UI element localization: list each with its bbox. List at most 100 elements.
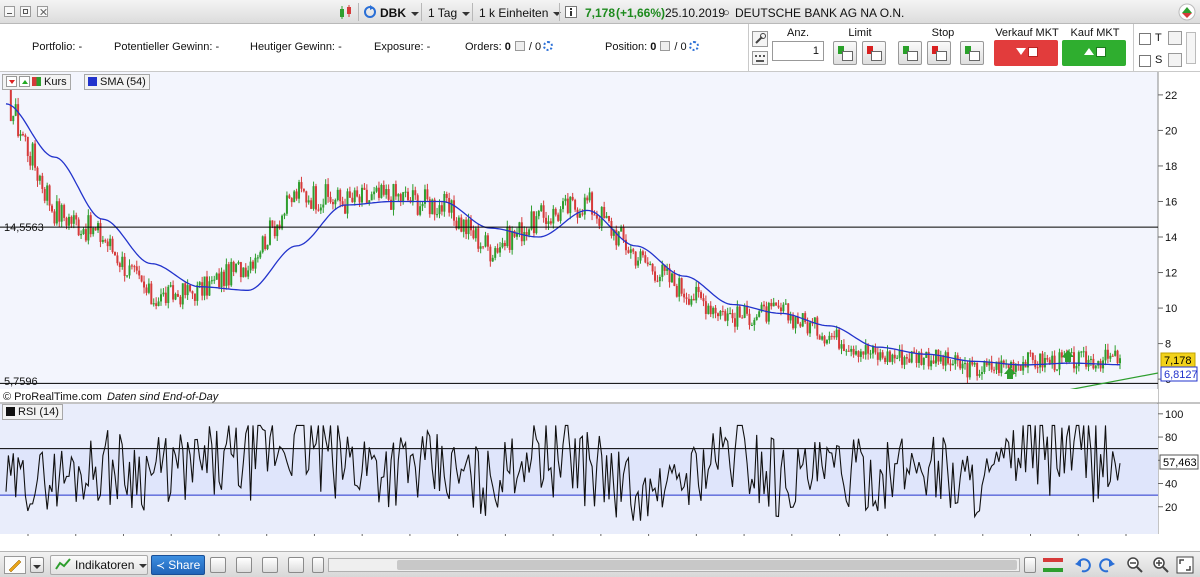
timeframe-selector[interactable]: 1 Tag bbox=[428, 6, 471, 20]
option-s-toggle-icon[interactable] bbox=[1168, 53, 1182, 67]
candle-body bbox=[99, 223, 102, 242]
refresh-icon[interactable] bbox=[363, 5, 377, 19]
fullscreen-icon[interactable] bbox=[1176, 556, 1194, 574]
candle-body bbox=[230, 261, 233, 286]
candle-body bbox=[823, 336, 826, 344]
candle-body bbox=[397, 194, 400, 197]
candle-body bbox=[63, 205, 66, 218]
stop-limit-button[interactable] bbox=[960, 41, 984, 65]
orders-list-icon[interactable] bbox=[514, 41, 525, 51]
undo-icon[interactable] bbox=[1074, 556, 1092, 574]
candle-body bbox=[934, 349, 937, 364]
candle-body bbox=[508, 226, 511, 250]
candle-body bbox=[1082, 351, 1085, 353]
limit-sell-button[interactable] bbox=[862, 41, 886, 65]
rsi-legend[interactable]: RSI (14) bbox=[2, 404, 63, 420]
collapse-down-icon[interactable] bbox=[6, 76, 17, 87]
rsi-line bbox=[5, 424, 1121, 521]
candle-body bbox=[535, 216, 538, 234]
candle-body bbox=[784, 303, 787, 305]
candle-body bbox=[770, 302, 773, 307]
today-gain-info: Heutiger Gewinn: - bbox=[250, 41, 342, 53]
collapse-up-icon[interactable] bbox=[19, 76, 30, 87]
indicators-button[interactable]: Indikatoren bbox=[50, 555, 148, 575]
scroll-left-icon[interactable] bbox=[312, 557, 324, 573]
zoom-in-icon[interactable] bbox=[1152, 556, 1170, 574]
sma-legend[interactable]: SMA (54) bbox=[84, 74, 150, 90]
drawing-menu-icon[interactable] bbox=[30, 557, 44, 573]
price-candles bbox=[7, 81, 1121, 384]
candle-body bbox=[363, 187, 366, 190]
orders-label: Orders: bbox=[465, 41, 502, 53]
candle-body bbox=[922, 357, 925, 365]
candle-body bbox=[825, 340, 828, 344]
stop-buy-button[interactable] bbox=[898, 41, 922, 65]
export-icon[interactable] bbox=[262, 557, 278, 573]
time-scrollbar-thumb[interactable] bbox=[397, 560, 1017, 570]
chart-canvas[interactable]: 6810121416182022 14,5563 5,7596 7,178 6,… bbox=[0, 72, 1200, 536]
orders-settings-icon[interactable] bbox=[543, 41, 554, 51]
stop-sell-button[interactable] bbox=[927, 41, 951, 65]
candle-body bbox=[874, 346, 877, 353]
limit-buy-button[interactable] bbox=[833, 41, 857, 65]
candle-body bbox=[729, 313, 732, 315]
wrench-icon[interactable] bbox=[752, 31, 768, 47]
candle-body bbox=[322, 204, 325, 208]
layout-icon[interactable] bbox=[288, 557, 304, 573]
time-scrollbar[interactable] bbox=[328, 558, 1020, 572]
option-s-checkbox[interactable] bbox=[1139, 55, 1151, 67]
candle-body bbox=[1036, 367, 1039, 369]
candle-body bbox=[46, 185, 49, 201]
trendline[interactable] bbox=[1067, 372, 1159, 391]
buy-signal-arrow-icon bbox=[1062, 350, 1074, 362]
compare-icon[interactable] bbox=[210, 557, 226, 573]
close-icon[interactable] bbox=[37, 6, 48, 17]
candle-body bbox=[905, 357, 908, 359]
candle-body bbox=[564, 198, 567, 202]
maximize-icon[interactable] bbox=[20, 6, 31, 17]
keyboard-icon[interactable] bbox=[752, 51, 768, 65]
candle-body bbox=[903, 357, 906, 365]
info-icon[interactable] bbox=[565, 6, 577, 18]
minimize-icon[interactable] bbox=[4, 6, 15, 17]
candle-body bbox=[416, 195, 419, 215]
option-t-checkbox[interactable] bbox=[1139, 33, 1151, 45]
candle-body bbox=[235, 263, 238, 272]
quantity-input[interactable]: 1 bbox=[772, 41, 824, 61]
pencil-icon[interactable] bbox=[4, 556, 26, 574]
redo-icon[interactable] bbox=[1098, 556, 1116, 574]
candle-body bbox=[1002, 360, 1005, 365]
candle-body bbox=[1075, 366, 1078, 369]
candle-body bbox=[687, 298, 690, 305]
candle-body bbox=[1034, 359, 1037, 368]
candle-body bbox=[920, 352, 923, 365]
candle-body bbox=[1070, 352, 1073, 354]
sma-swatch-icon bbox=[88, 77, 97, 86]
scroll-right-icon[interactable] bbox=[1024, 557, 1036, 573]
share-button[interactable]: ≺ Share bbox=[151, 555, 205, 575]
panel-scroll[interactable] bbox=[1186, 32, 1196, 64]
position-settings-icon[interactable] bbox=[688, 41, 699, 51]
zoom-out-icon[interactable] bbox=[1126, 556, 1144, 574]
sell-market-button[interactable] bbox=[994, 40, 1058, 66]
candle-body bbox=[927, 351, 930, 367]
camera-icon[interactable] bbox=[236, 557, 252, 573]
candle-body bbox=[1109, 355, 1112, 359]
candle-body bbox=[586, 197, 589, 201]
buy-market-button[interactable] bbox=[1062, 40, 1126, 66]
candle-body bbox=[523, 232, 526, 242]
symbol-selector[interactable]: DBK bbox=[380, 6, 419, 20]
exposure-label: Exposure: bbox=[374, 41, 424, 53]
zoom-reset-icon[interactable] bbox=[1042, 556, 1064, 574]
rsi-tick-label: 40 bbox=[1165, 479, 1177, 491]
position-list-icon[interactable] bbox=[660, 41, 671, 51]
candle-body bbox=[641, 251, 644, 256]
candle-body bbox=[951, 363, 954, 366]
option-t-toggle-icon[interactable] bbox=[1168, 31, 1182, 45]
candle-body bbox=[1089, 358, 1092, 360]
candle-body bbox=[293, 191, 296, 203]
price-legend[interactable]: Kurs bbox=[2, 74, 71, 90]
candlestick-icon[interactable] bbox=[338, 4, 354, 20]
quantity-unit-selector[interactable]: 1 k Einheiten bbox=[479, 6, 562, 20]
candle-body bbox=[532, 211, 535, 234]
